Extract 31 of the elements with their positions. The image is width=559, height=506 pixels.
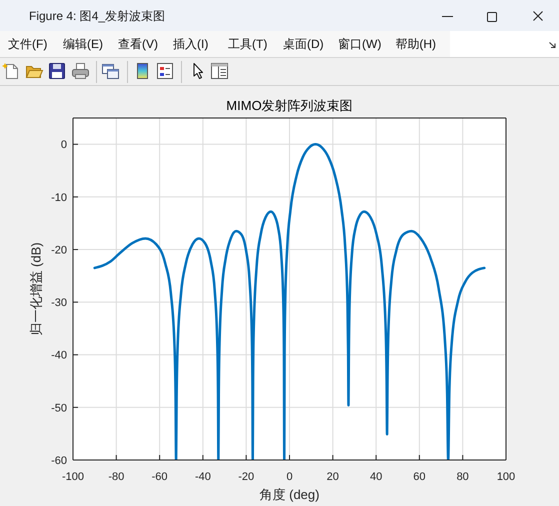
- y-tick-label: -60: [51, 454, 67, 467]
- x-tick-label: 100: [496, 470, 516, 483]
- y-tick-label: -40: [51, 350, 67, 362]
- text: 窗口(W): [338, 37, 382, 51]
- x-tick-label: 60: [413, 470, 426, 483]
- y-tick-label: 0: [60, 139, 67, 152]
- text: 工具(T): [228, 37, 268, 51]
- y-tick-label: -30: [51, 297, 67, 310]
- y-tick-label: -10: [51, 192, 67, 204]
- text: 插入(I): [173, 37, 208, 51]
- text: 编辑(E): [63, 37, 103, 51]
- x-tick-label: -40: [194, 470, 211, 483]
- x-tick-label: 20: [326, 470, 339, 483]
- x-tick-label: -20: [238, 470, 254, 483]
- caption: Figure 4: 图4_发射波束图: [29, 9, 166, 23]
- line-series: [93, 143, 486, 460]
- x-tick-label: -100: [62, 470, 84, 483]
- x-tick-label: -60: [152, 470, 168, 483]
- x-axis-title: 角度 (deg): [260, 487, 320, 502]
- text: 文件(F): [8, 37, 48, 51]
- x-tick-label: 80: [456, 470, 469, 483]
- y-tick-label: -20: [51, 244, 67, 256]
- text: 查看(V): [118, 37, 158, 51]
- text: 帮助(H): [395, 37, 436, 51]
- chart-title: MIMO发射阵列波束图: [226, 98, 353, 113]
- x-tick-label: 0: [286, 470, 293, 483]
- x-tick-label: 40: [370, 470, 382, 483]
- y-tick-label: -50: [51, 402, 67, 414]
- y-axis-title: 归一化增益 (dB): [28, 242, 44, 336]
- x-tick-label: -80: [108, 470, 124, 483]
- text: 桌面(D): [283, 37, 324, 51]
